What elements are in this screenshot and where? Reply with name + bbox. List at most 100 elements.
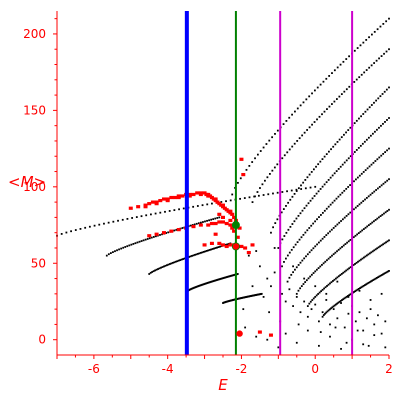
black-data-point: [371, 279, 373, 282]
black-data-point: [273, 271, 276, 274]
black-data-point: [74, 229, 77, 231]
black-data-point: [345, 131, 347, 134]
black-data-point: [206, 203, 209, 206]
black-data-point: [223, 276, 226, 279]
black-data-point: [237, 181, 239, 184]
black-data-point: [217, 246, 220, 248]
black-data-point: [321, 263, 323, 266]
black-data-point: [368, 252, 371, 255]
black-data-point: [376, 247, 379, 250]
black-data-point: [332, 253, 335, 256]
tick-layer: -6 -4 -2 0 2 0 50 100 150 200: [23, 27, 393, 376]
black-data-point: [385, 50, 388, 53]
black-data-point: [331, 201, 334, 204]
black-data-point: [382, 182, 385, 185]
black-data-point: [337, 168, 340, 170]
black-data-point: [313, 195, 316, 197]
black-data-point: [317, 190, 320, 193]
black-data-point: [329, 282, 331, 285]
red-data-point: [169, 195, 174, 200]
black-data-point: [323, 287, 325, 290]
black-data-point: [292, 271, 294, 274]
black-data-point: [354, 290, 357, 293]
black-data-point: [281, 265, 283, 268]
black-data-point: [145, 214, 148, 217]
black-data-point: [293, 142, 296, 145]
black-data-point: [210, 218, 213, 221]
black-data-point: [288, 148, 291, 151]
black-data-point: [117, 219, 119, 222]
black-data-point: [374, 277, 377, 280]
black-data-point: [268, 173, 271, 175]
black-data-point: [386, 149, 388, 152]
black-data-point: [373, 30, 376, 33]
black-data-point: [379, 95, 382, 98]
black-data-point: [361, 285, 364, 288]
red-data-point: [228, 243, 233, 247]
black-data-point: [335, 98, 338, 100]
black-data-point: [337, 275, 340, 278]
black-data-point: [325, 77, 328, 80]
black-data-point: [372, 132, 374, 135]
black-data-point: [313, 89, 316, 92]
black-data-point: [302, 283, 305, 285]
black-data-point: [208, 249, 211, 251]
black-data-point: [307, 202, 310, 205]
black-data-point: [316, 86, 319, 89]
black-data-point: [132, 243, 135, 245]
red-data-point: [169, 229, 174, 233]
black-data-point: [312, 247, 315, 250]
black-data-point: [371, 192, 374, 195]
black-data-point: [368, 281, 371, 284]
black-data-point: [70, 230, 72, 233]
red-data-point: [143, 205, 148, 209]
red-data-point: [191, 192, 196, 197]
black-data-point: [378, 216, 380, 219]
black-data-point: [380, 244, 383, 247]
black-data-point: [376, 158, 379, 161]
red-data-point: [213, 197, 218, 201]
black-data-point: [218, 216, 221, 219]
black-data-point: [270, 231, 272, 234]
red-data-point: [237, 226, 242, 230]
black-data-point: [231, 274, 234, 277]
black-data-point: [383, 52, 385, 55]
black-data-point: [312, 168, 315, 171]
black-data-point: [348, 85, 351, 88]
black-data-point: [266, 277, 269, 280]
black-data-point: [189, 288, 192, 291]
x-tick-label: 0: [311, 362, 319, 376]
black-data-point: [368, 106, 371, 109]
black-data-point: [120, 247, 123, 250]
black-data-point: [353, 291, 355, 293]
black-data-point: [214, 247, 217, 249]
black-data-point: [379, 274, 382, 277]
black-data-point: [336, 302, 338, 305]
black-data-point: [239, 197, 241, 200]
black-data-point: [327, 309, 330, 312]
black-data-point: [357, 146, 360, 149]
black-data-point: [365, 283, 367, 286]
black-data-point: [369, 193, 372, 196]
black-data-point: [356, 205, 359, 207]
black-data-point: [206, 219, 208, 222]
red-data-point: [136, 205, 141, 209]
black-data-point: [256, 191, 259, 193]
y-tick-label: 150: [23, 103, 46, 117]
black-data-point: [291, 113, 293, 116]
black-data-point: [330, 281, 333, 284]
red-data-point: [217, 212, 222, 216]
red-data-point: [221, 215, 225, 219]
black-data-point: [295, 341, 298, 344]
black-data-point: [247, 254, 250, 257]
black-data-point: [378, 156, 381, 159]
black-data-point: [220, 277, 223, 280]
red-data-point: [195, 191, 200, 195]
black-data-point: [365, 197, 368, 199]
black-data-point: [377, 314, 379, 317]
black-data-point: [304, 231, 307, 234]
black-data-point: [201, 283, 204, 286]
black-data-point: [308, 302, 311, 305]
black-data-point: [360, 201, 363, 204]
black-data-point: [347, 296, 350, 298]
